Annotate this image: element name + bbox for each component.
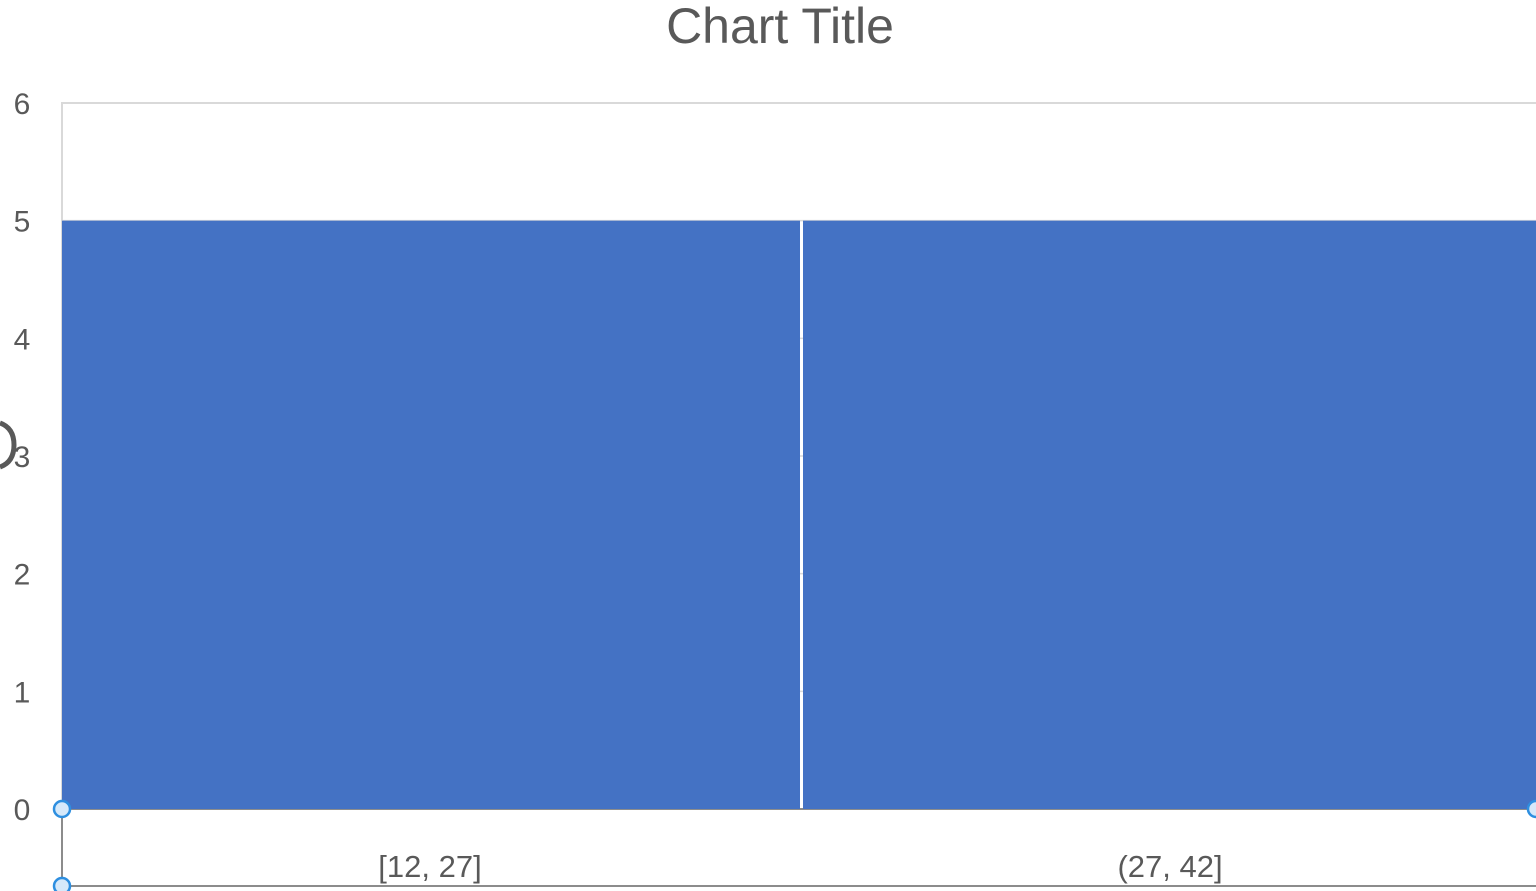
histogram-bar[interactable] (803, 220, 1536, 809)
y-tick-label: 3 (14, 441, 31, 474)
y-tick-label: 1 (14, 676, 31, 709)
resize-handle[interactable] (1526, 799, 1536, 819)
y-tick-label: 5 (14, 206, 31, 239)
chart-title[interactable]: Chart Title (666, 0, 894, 54)
y-tick-label: 6 (14, 88, 31, 121)
category-label: [12, 27] (378, 849, 481, 884)
y-tick-label: 4 (14, 323, 31, 356)
clipped-axis-title-glyph (0, 420, 17, 470)
resize-handle[interactable] (52, 876, 72, 891)
y-tick-label: 2 (14, 559, 31, 592)
y-tick-label: 0 (14, 794, 31, 827)
category-label: (27, 42] (1117, 849, 1222, 884)
histogram-bar[interactable] (62, 220, 800, 809)
resize-handle[interactable] (52, 799, 72, 819)
